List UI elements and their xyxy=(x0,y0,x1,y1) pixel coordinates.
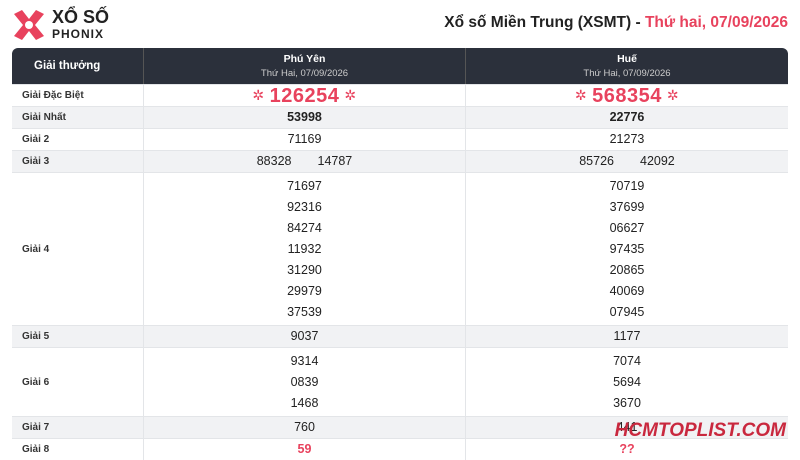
result-cell: 21273 xyxy=(465,129,788,150)
prize-label: Giải 5 xyxy=(22,326,49,347)
result-number: 06627 xyxy=(609,220,645,235)
result-number: 29979 xyxy=(287,283,322,298)
result-cell: 53998 xyxy=(143,107,465,128)
result-number: 21273 xyxy=(609,132,645,146)
result-number: 126254 xyxy=(247,85,361,107)
result-number: 3670 xyxy=(613,395,641,410)
result-row: Giải 7 760 441 xyxy=(12,416,788,438)
result-cell: 9037 xyxy=(143,326,465,347)
prize-label: Giải 2 xyxy=(22,129,49,150)
result-row: Giải 5 9037 1177 xyxy=(12,325,788,347)
prize-name: Giải 5 xyxy=(22,331,50,342)
result-number: 53998 xyxy=(287,110,322,124)
page-title: Xổ số Miền Trung (XSMT) - Thứ hai, 07/09… xyxy=(444,14,788,32)
logo-icon xyxy=(14,10,44,40)
prize-label: Giải Nhất xyxy=(22,107,66,128)
prize-label: Giải 4 xyxy=(22,173,49,325)
result-number: 70719 xyxy=(609,178,645,193)
result-number: 760 xyxy=(294,420,315,434)
result-number: 9037 xyxy=(290,329,319,343)
result-row: Giải 4 71697 92316 84274 11932 31290 29979 3753… xyxy=(12,172,788,325)
result-number: 71169 xyxy=(287,132,322,146)
prize-name: Giải 6 xyxy=(22,376,50,388)
prize-name: Giải 3 xyxy=(22,156,50,167)
result-row: Giải 2 71169 21273 xyxy=(12,128,788,150)
result-cell: 88328 14787 xyxy=(143,151,465,172)
result-number: 84274 xyxy=(287,220,322,235)
column-name: Huế xyxy=(617,53,637,65)
page: XỔ SỐ PHONIX Xổ số Miền Trung (XSMT) - T… xyxy=(0,0,800,450)
column-name: Phú Yên xyxy=(283,53,326,65)
result-cell: 126254 xyxy=(143,85,465,107)
result-number: 85726 xyxy=(579,154,614,168)
result-row: Giải Nhất 53998 22776 xyxy=(12,106,788,128)
logo-bottom: PHONIX xyxy=(52,27,105,41)
result-number: 1468 xyxy=(290,395,319,410)
prize-name: Giải 2 xyxy=(22,134,50,145)
result-number: 20865 xyxy=(609,262,645,277)
prize-label: Giải 7 xyxy=(22,417,49,438)
result-cell: 85726 42092 xyxy=(465,151,788,172)
corner-label: Giải thưởng xyxy=(34,60,101,72)
logo-top: XỔ SỐ xyxy=(52,7,110,27)
prize-name: Giải Đặc Biệt xyxy=(22,90,84,101)
result-number: 14787 xyxy=(317,154,353,168)
result-number: 88328 xyxy=(256,154,292,168)
column-header: Phú Yên Thứ Hai, 07/09/2026 xyxy=(143,48,465,84)
result-number: 40069 xyxy=(609,283,645,298)
result-number: 71697 xyxy=(287,178,322,193)
result-number: 31290 xyxy=(287,262,322,277)
result-cell: 71697 92316 84274 11932 31290 29979 37539 xyxy=(143,173,465,325)
result-cell: 9314 0839 1468 xyxy=(143,348,465,416)
column-header: Huế Thứ Hai, 07/09/2026 xyxy=(465,48,788,84)
result-cell: 7074 5694 3670 xyxy=(465,348,788,416)
result-cell: 568354 xyxy=(465,85,788,107)
result-number: 11932 xyxy=(287,241,322,256)
result-row: Giải 3 88328 14787 85726 42092 xyxy=(12,150,788,172)
result-number: 37539 xyxy=(287,304,322,319)
title-date: Thứ hai, 07/09/2026 xyxy=(644,14,788,31)
prize-label: Giải 6 xyxy=(22,348,49,416)
result-number: 441 xyxy=(616,420,638,434)
result-number: 9314 xyxy=(290,353,319,368)
result-cell: 1177 xyxy=(465,326,788,347)
result-number: 42092 xyxy=(640,154,675,168)
column-date: Thứ Hai, 07/09/2026 xyxy=(583,68,671,79)
prize-name: Giải Nhất xyxy=(22,112,66,123)
header-corner: Giải thưởng xyxy=(12,48,143,84)
result-cell: 22776 xyxy=(465,107,788,128)
result-number: 568354 xyxy=(570,85,684,107)
result-row: Giải 6 9314 0839 1468 7074 5694 3670 xyxy=(12,347,788,416)
result-cell: 71169 xyxy=(143,129,465,150)
result-cell: 760 xyxy=(143,417,465,438)
result-number: 92316 xyxy=(287,199,322,214)
result-cell: 70719 37699 06627 97435 20865 40069 07945 xyxy=(465,173,788,325)
result-number: 5694 xyxy=(613,374,641,389)
result-row: Giải Đặc Biệt 126254 568354 xyxy=(12,84,788,107)
result-number: 07945 xyxy=(609,304,645,319)
result-number: 37699 xyxy=(609,199,645,214)
result-number: 22776 xyxy=(609,110,645,124)
prize-name: Giải 4 xyxy=(22,243,50,255)
prize-name: Giải 7 xyxy=(22,422,50,433)
prize-label: Giải 3 xyxy=(22,151,49,172)
watermark: HCMTOPLIST.COM xyxy=(614,420,786,441)
result-number: 0839 xyxy=(290,374,319,389)
result-number: 97435 xyxy=(609,241,645,256)
result-cell: 441 xyxy=(465,417,788,438)
result-number: 7074 xyxy=(613,353,641,368)
prize-label: Giải Đặc Biệt xyxy=(22,85,84,106)
column-date: Thứ Hai, 07/09/2026 xyxy=(260,68,349,79)
result-number: 1177 xyxy=(613,329,641,343)
title-text: Xổ số Miền Trung (XSMT) - xyxy=(444,14,641,31)
